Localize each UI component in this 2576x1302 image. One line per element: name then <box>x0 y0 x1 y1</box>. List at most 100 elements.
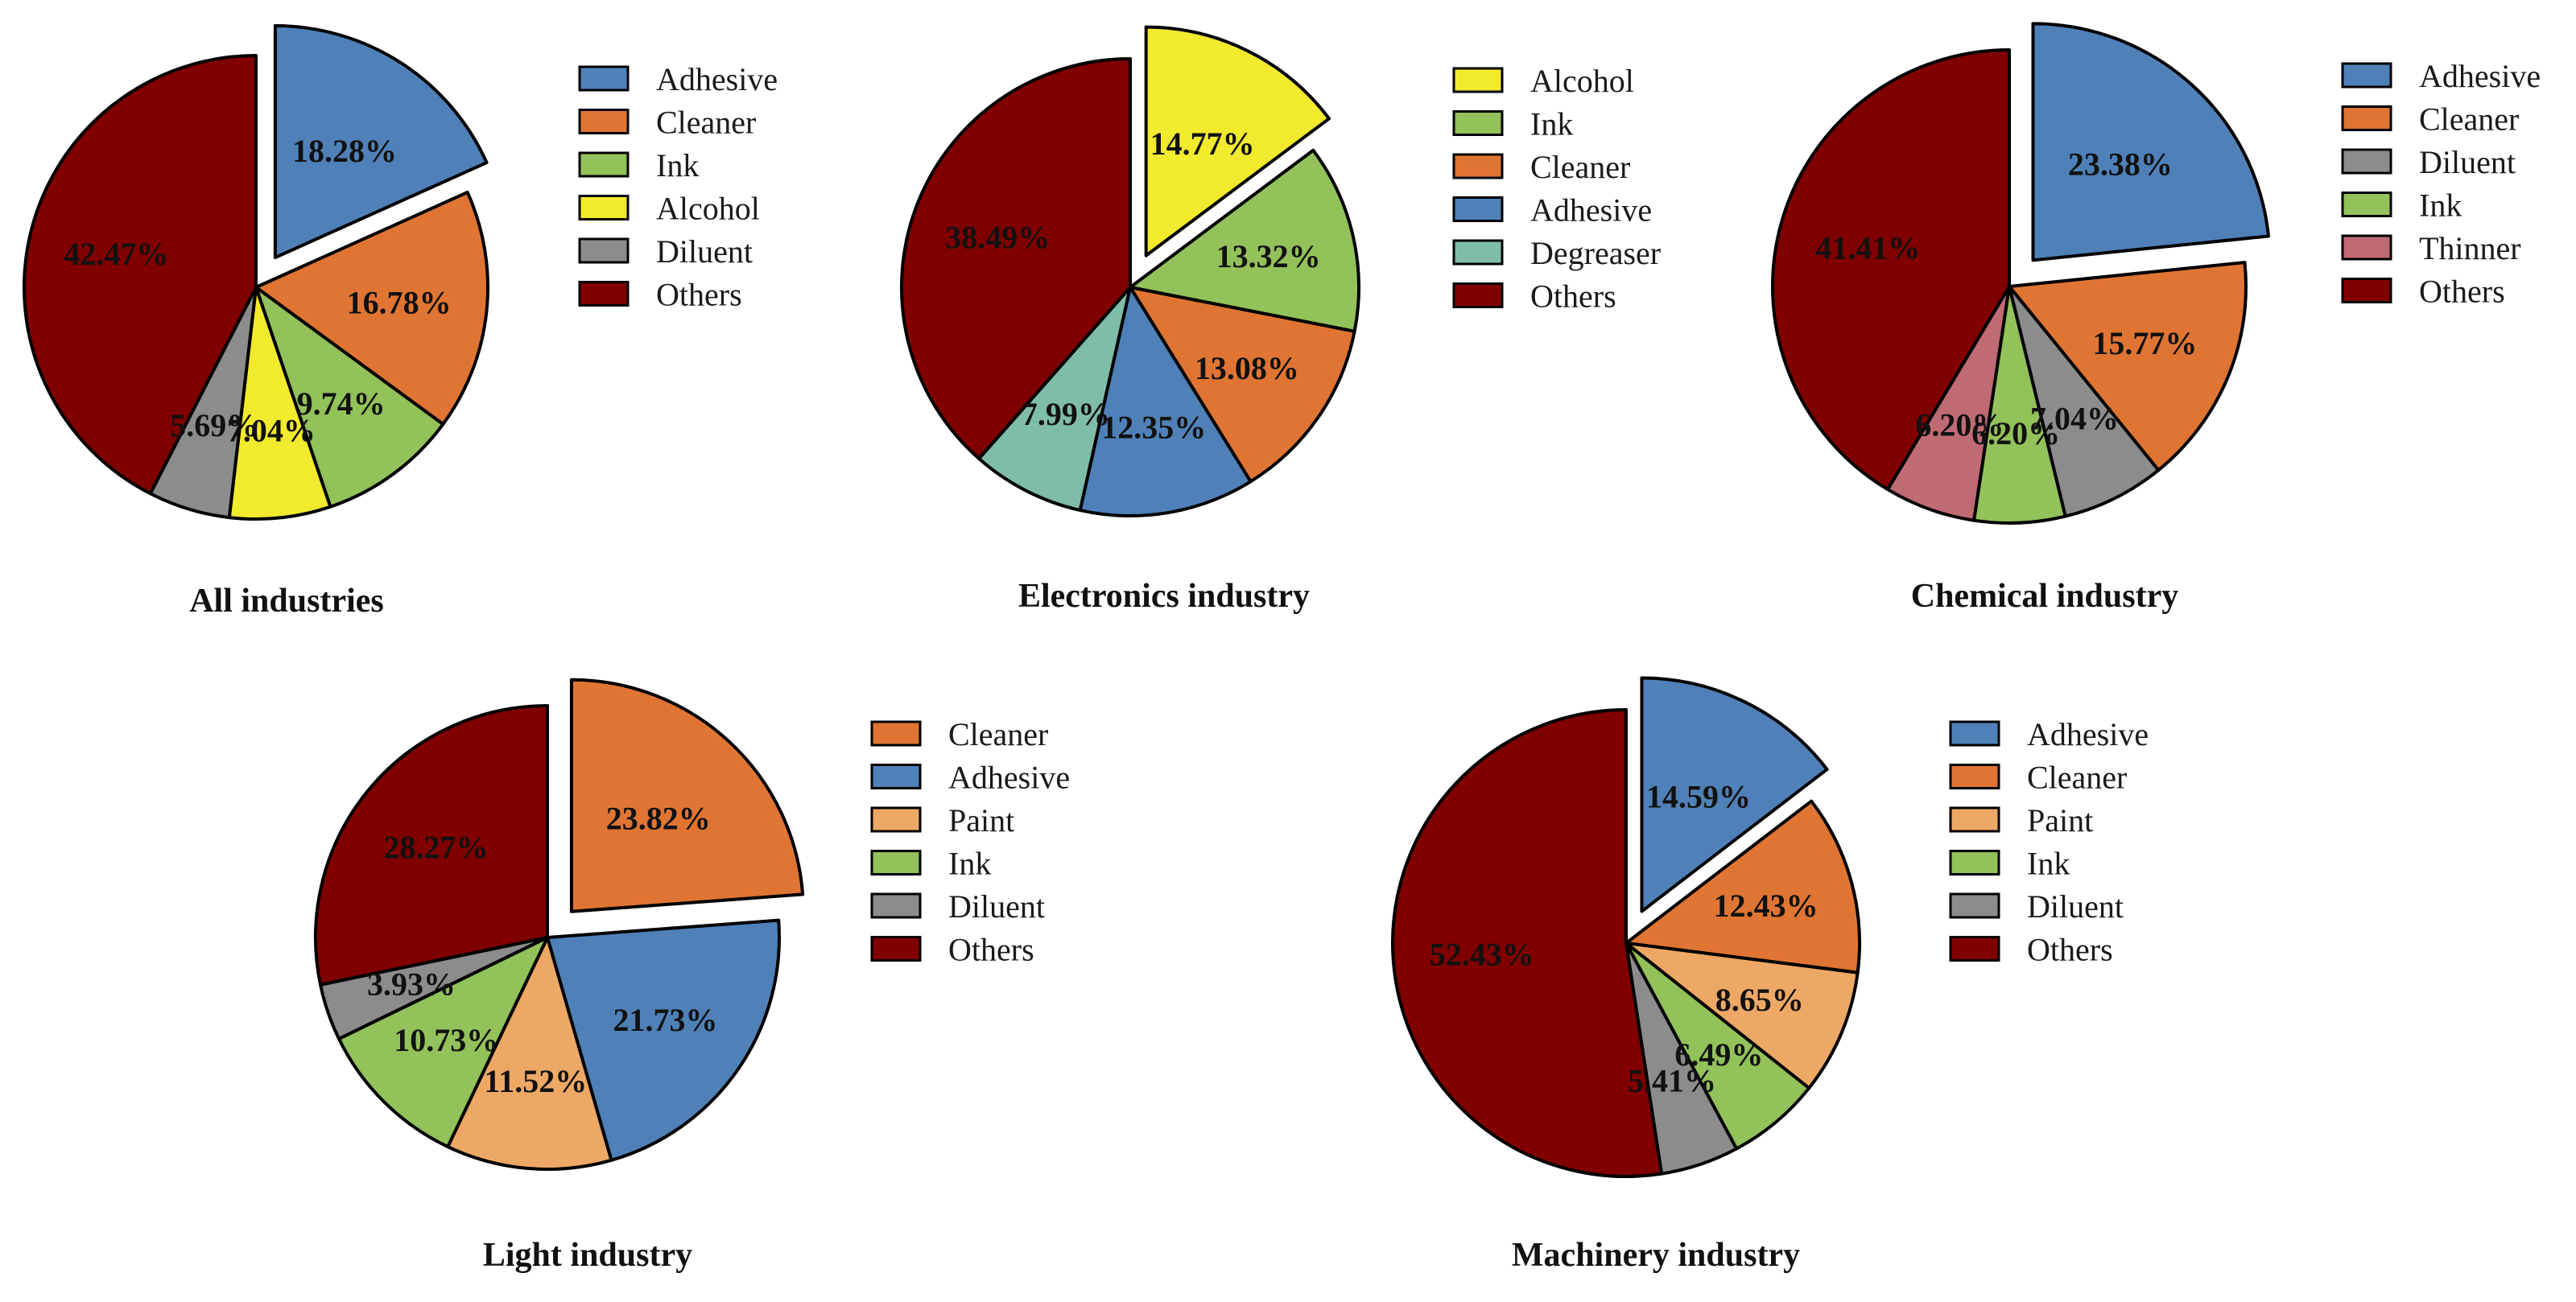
slice-cleaner <box>254 190 489 426</box>
slice-others <box>900 57 1132 460</box>
slice-ink <box>1972 285 2067 525</box>
slice-others <box>1771 48 2011 492</box>
slice-value-label-adhesive: 21.73% <box>613 1002 718 1038</box>
slice-value-label-cleaner: 13.08% <box>1195 350 1299 386</box>
legend-swatch-alcohol <box>1452 67 1504 93</box>
slice-ink <box>254 286 445 509</box>
legend-swatch-cleaner <box>578 109 630 134</box>
slice-value-label-diluent: 5.41% <box>1628 1063 1716 1099</box>
legend-label-adhesive: Adhesive <box>1530 192 1652 229</box>
legend-label-others: Others <box>2027 932 2113 968</box>
legend-label-ink: Ink <box>656 147 699 183</box>
legend-label-paint: Paint <box>2027 802 2093 838</box>
pie-panel-chemical-industry: 23.38%15.77%7.04%6.20%6.20%41.41%Adhesiv… <box>1771 22 2541 615</box>
slice-value-label-cleaner: 15.77% <box>2092 325 2197 361</box>
slice-alcohol <box>227 286 332 521</box>
legend-label-cleaner: Cleaner <box>1530 149 1630 185</box>
legend-label-cleaner: Cleaner <box>656 105 756 141</box>
slice-adhesive <box>546 918 781 1162</box>
legend-swatch-thinner <box>2341 234 2392 261</box>
legend-swatch-adhesive <box>870 764 922 789</box>
legend-swatch-cleaner <box>2341 105 2392 131</box>
slice-ink <box>1129 148 1360 333</box>
slice-value-label-diluent: 3.93% <box>367 966 456 1003</box>
legend-label-paint: Paint <box>948 802 1014 838</box>
slice-value-label-diluent: 7.04% <box>2030 400 2119 436</box>
slice-cleaner <box>2008 261 2248 472</box>
legend-label-thinner: Thinner <box>2419 230 2521 266</box>
slice-cleaner <box>1624 799 1861 974</box>
pie-panel-all-industries: 18.28% 16.78% 9.74%7.04%5.69% 42.47% Adhesiv… <box>23 24 778 620</box>
legend: Adhesive Cleaner Ink Alcohol Diluent Others <box>578 61 778 313</box>
legend-swatch-cleaner <box>1452 153 1504 179</box>
legend-swatch-degreaser <box>1452 239 1504 266</box>
slice-value-label-ink: 6.49% <box>1674 1036 1763 1073</box>
slice-value-label-alcohol: 7.04% <box>227 413 316 449</box>
legend-swatch-diluent <box>870 892 922 919</box>
slice-value-label-others: 41.41% <box>1815 229 1920 266</box>
legend-label-others: Others <box>2419 274 2505 310</box>
legend-swatch-others <box>578 281 630 307</box>
pie-panel-machinery-industry: 14.59% 12.43% 8.65% 6.49%5.41% 52.43% Adhesiv… <box>1391 676 2149 1274</box>
slice-adhesive <box>273 24 489 260</box>
legend-swatch-others <box>1949 936 2000 962</box>
slice-value-label-alcohol: 14.77% <box>1150 126 1255 162</box>
slice-value-label-others: 52.43% <box>1430 937 1534 973</box>
slice-alcohol <box>1144 25 1331 258</box>
legend-swatch-diluent <box>578 237 630 264</box>
slice-value-label-cleaner: 23.82% <box>606 801 711 837</box>
slice-others <box>23 54 258 496</box>
legend-label-diluent: Diluent <box>656 233 753 270</box>
slice-value-label-ink: 10.73% <box>394 1022 498 1058</box>
slice-ink <box>1624 941 1811 1151</box>
chart-title: Electronics industry <box>1018 578 1310 615</box>
legend-label-ink: Ink <box>948 846 991 882</box>
pie-panel-light-industry: 23.82% 21.73% 11.52% 10.73% 3.93% 28.27% Clean… <box>314 678 1070 1274</box>
legend: Alcohol Ink Cleaner Adhesive Degreaser Others <box>1452 63 1661 315</box>
legend-swatch-adhesive <box>1949 720 2000 747</box>
legend-label-cleaner: Cleaner <box>948 716 1048 752</box>
legend-label-adhesive: Adhesive <box>2419 58 2541 94</box>
legend-label-adhesive: Adhesive <box>656 61 778 97</box>
slice-value-label-degreaser: 7.99% <box>1022 396 1110 432</box>
slice-value-label-thinner: 6.20% <box>1915 407 2004 443</box>
legend-label-alcohol: Alcohol <box>656 191 760 227</box>
slice-paint <box>1624 941 1860 1090</box>
legend-label-alcohol: Alcohol <box>1530 63 1634 99</box>
slice-others <box>1391 708 1664 1178</box>
legend-swatch-paint <box>1949 806 2000 833</box>
slice-value-label-adhesive: 12.35% <box>1101 410 1206 446</box>
legend-label-cleaner: Cleaner <box>2027 760 2127 796</box>
legend-label-others: Others <box>948 932 1034 968</box>
slice-value-label-adhesive: 18.28% <box>292 133 397 169</box>
legend-swatch-adhesive <box>2341 62 2392 89</box>
legend-label-adhesive: Adhesive <box>2027 716 2149 752</box>
legend-label-diluent: Diluent <box>948 888 1045 925</box>
chart-title: Chemical industry <box>1911 578 2179 615</box>
chart-title: Light industry <box>483 1237 692 1274</box>
slice-cleaner <box>569 678 805 913</box>
legend-swatch-cleaner <box>870 720 922 747</box>
legend-swatch-adhesive <box>1452 196 1504 222</box>
legend-swatch-adhesive <box>578 65 630 92</box>
legend-label-diluent: Diluent <box>2027 888 2124 925</box>
slice-value-label-others: 38.49% <box>945 220 1050 256</box>
slice-paint <box>446 936 613 1171</box>
slice-degreaser <box>977 286 1132 513</box>
slice-value-label-paint: 8.65% <box>1715 982 1804 1018</box>
slice-value-label-diluent: 5.69% <box>170 407 258 443</box>
chart-title: All industries <box>189 583 384 620</box>
legend-label-cleaner: Cleaner <box>2419 101 2519 138</box>
slice-diluent <box>2008 285 2161 518</box>
legend-label-degreaser: Degreaser <box>1530 235 1661 271</box>
slice-value-label-ink: 6.20% <box>1971 415 2060 451</box>
legend: Cleaner Adhesive Paint Ink Diluent Others <box>870 716 1070 968</box>
legend-swatch-alcohol <box>578 195 630 220</box>
legend-label-others: Others <box>656 277 742 313</box>
legend: Adhesive Cleaner Diluent Ink Thinner Others <box>2341 58 2541 310</box>
legend-swatch-diluent <box>1949 892 2000 919</box>
legend-label-others: Others <box>1530 278 1616 315</box>
legend-label-ink: Ink <box>2027 846 2070 882</box>
legend-swatch-cleaner <box>1949 764 2000 789</box>
